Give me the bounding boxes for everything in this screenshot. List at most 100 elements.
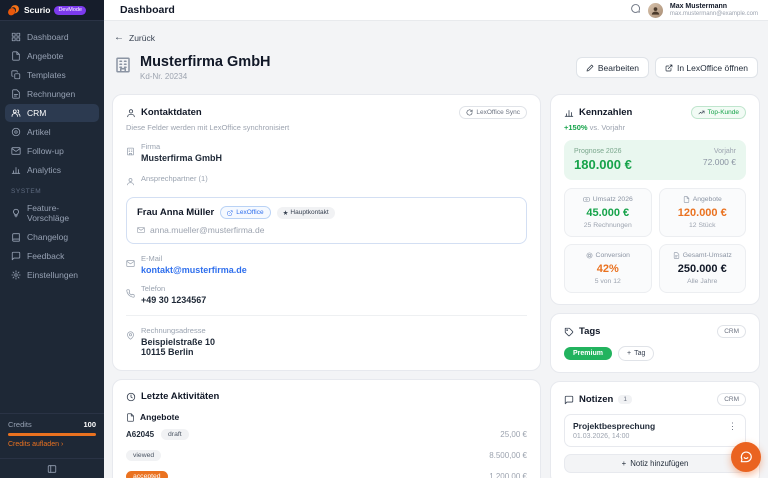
forecast-label: Prognose 2026 bbox=[574, 148, 622, 155]
partner-lexoffice-badge: LexOffice bbox=[220, 206, 271, 219]
metrics-card: Kennzahlen Top-Kunde +150% vs. Vorjahr bbox=[550, 94, 760, 305]
avatar[interactable] bbox=[647, 2, 663, 18]
sidebar-item-label: Angebote bbox=[27, 51, 64, 61]
sidebar-item-crm[interactable]: CRM bbox=[5, 104, 99, 122]
hauptkontakt-badge: ★ Hauptkontakt bbox=[276, 206, 335, 219]
tag-icon bbox=[564, 327, 574, 336]
contact-card: Kontaktdaten LexOffice Sync Diese Felder… bbox=[112, 94, 541, 371]
activities-section-angebote: Angebote bbox=[126, 412, 527, 422]
firma-label: Firma bbox=[141, 142, 161, 151]
metric-value: 45.000 € bbox=[586, 207, 630, 219]
user-meta: Max Mustermann max.mustermann@example.co… bbox=[670, 3, 758, 17]
credits-topup-link[interactable]: Credits aufladen › bbox=[8, 441, 64, 448]
sidebar-collapse-button[interactable] bbox=[0, 458, 104, 478]
note-date: 01.03.2026, 14:00 bbox=[573, 433, 630, 440]
topbar: Dashboard Max Mustermann max.mustermann@… bbox=[104, 0, 768, 21]
book-icon bbox=[12, 233, 20, 242]
contact-subtitle: Diese Felder werden mit LexOffice synchr… bbox=[126, 123, 290, 132]
user-email: max.mustermann@example.com bbox=[669, 10, 758, 17]
sidebar-item-analytics[interactable]: Analytics bbox=[5, 161, 99, 179]
content: ← Zurück Musterfirma GmbH Kd-Nr. 20234 B… bbox=[104, 21, 768, 478]
metrics-title: Kennzahlen bbox=[579, 107, 633, 118]
note-icon bbox=[564, 395, 574, 404]
bar-chart-icon bbox=[11, 167, 21, 174]
activity-row[interactable]: accepted 1.200,00 € bbox=[126, 466, 527, 478]
partner-label-row: Ansprechpartner (1) bbox=[126, 172, 527, 191]
page-title: Dashboard bbox=[120, 4, 175, 16]
sidebar-item-follow-up[interactable]: Follow-up bbox=[5, 142, 99, 160]
activity-row[interactable]: viewed 8.500,00 € bbox=[126, 445, 527, 466]
invoice-icon bbox=[673, 252, 679, 259]
sidebar-item-label: CRM bbox=[27, 108, 47, 118]
activity-row[interactable]: A62045 draft 25,00 € bbox=[126, 424, 527, 445]
sidebar-item-rechnungen[interactable]: Rechnungen bbox=[5, 85, 99, 103]
note-menu-button[interactable]: ⋮ bbox=[728, 421, 737, 431]
metric-conversion: Conversion 42% 5 von 12 bbox=[564, 244, 652, 293]
activity-amount: 8.500,00 € bbox=[489, 451, 527, 460]
trending-up-icon bbox=[698, 110, 704, 115]
plus-icon: + bbox=[621, 459, 627, 468]
sidebar-item-label: Changelog bbox=[27, 232, 69, 242]
sync-icon bbox=[467, 109, 473, 116]
user-icon bbox=[127, 108, 135, 117]
tags-title: Tags bbox=[579, 326, 601, 337]
brand-name: Scurio bbox=[24, 5, 51, 15]
chat-bubble-button[interactable] bbox=[630, 1, 641, 19]
sidebar-item-feedback[interactable]: Feedback bbox=[5, 247, 99, 265]
address-field: Rechnungsadresse Beispielstraße 10 10115… bbox=[126, 326, 527, 357]
metric-value: 120.000 € bbox=[677, 207, 727, 219]
note-item[interactable]: Projektbesprechung 01.03.2026, 14:00 ⋮ bbox=[564, 414, 746, 447]
tag-premium[interactable]: Premium bbox=[564, 347, 612, 360]
edit-button[interactable]: Bearbeiten bbox=[575, 57, 649, 78]
email-link[interactable]: kontakt@musterfirma.de bbox=[141, 265, 247, 275]
company-header: Musterfirma GmbH Kd-Nr. 20234 Bearbeiten… bbox=[114, 54, 758, 81]
squirrel-logo-icon bbox=[8, 4, 19, 15]
sidebar-item-label: Dashboard bbox=[27, 32, 69, 42]
support-chat-fab[interactable] bbox=[731, 442, 761, 472]
open-lexoffice-button[interactable]: In LexOffice öffnen bbox=[654, 57, 758, 78]
contact-person-card[interactable]: Frau Anna Müller LexOffice ★ Hauptkontak… bbox=[126, 197, 527, 244]
sidebar-item-feature-vorschlaege[interactable]: Feature-Vorschläge bbox=[5, 199, 99, 227]
circle-dot-icon bbox=[11, 127, 21, 137]
firma-value: Musterfirma GmbH bbox=[141, 153, 223, 163]
sidebar-item-label: Einstellungen bbox=[27, 270, 79, 280]
add-tag-button[interactable]: + Tag bbox=[617, 346, 655, 361]
sidebar-item-dashboard[interactable]: Dashboard bbox=[5, 28, 99, 46]
back-button[interactable]: ← Zurück bbox=[114, 32, 760, 43]
sidebar-item-angebote[interactable]: Angebote bbox=[5, 47, 99, 65]
person-icon bbox=[651, 6, 660, 15]
lightbulb-icon bbox=[13, 208, 19, 218]
message-square-icon bbox=[11, 251, 21, 261]
brand: Scurio DevMode bbox=[0, 0, 104, 21]
sidebar-item-templates[interactable]: Templates bbox=[5, 66, 99, 84]
metric-sub: 25 Rechnungen bbox=[583, 222, 632, 229]
mail-icon bbox=[126, 254, 135, 275]
chat-bubble-icon bbox=[631, 4, 640, 13]
phone-icon bbox=[126, 284, 135, 305]
activity-amount: 1.200,00 € bbox=[489, 472, 527, 478]
target-icon bbox=[586, 252, 592, 259]
activities-card: Letzte Aktivitäten Angebote A62045 draft… bbox=[112, 379, 541, 478]
sidebar-item-label: Artikel bbox=[27, 127, 51, 137]
plus-icon: + bbox=[626, 350, 632, 357]
user-small-icon bbox=[126, 172, 135, 191]
partner-label: Ansprechpartner (1) bbox=[141, 174, 208, 183]
sidebar-item-artikel[interactable]: Artikel bbox=[5, 123, 99, 141]
forecast-value: 180.000 € bbox=[574, 157, 632, 172]
growth-line: +150% vs. Vorjahr bbox=[564, 123, 626, 132]
top-kunde-badge: Top-Kunde bbox=[690, 106, 746, 119]
external-link-icon bbox=[227, 210, 233, 215]
status-badge: accepted bbox=[126, 471, 168, 478]
crm-badge: CRM bbox=[717, 393, 746, 406]
crm-badge: CRM bbox=[717, 325, 746, 338]
file-icon bbox=[127, 412, 134, 422]
star-icon: ★ bbox=[282, 209, 289, 217]
credits-progress-bar bbox=[8, 433, 96, 436]
status-badge: viewed bbox=[126, 450, 162, 461]
sidebar-item-einstellungen[interactable]: Einstellungen bbox=[5, 266, 99, 284]
map-pin-icon bbox=[126, 326, 135, 357]
activities-title: Letzte Aktivitäten bbox=[141, 391, 220, 402]
add-note-button[interactable]: + Notiz hinzufügen bbox=[564, 454, 746, 473]
sidebar-item-changelog[interactable]: Changelog bbox=[5, 228, 99, 246]
